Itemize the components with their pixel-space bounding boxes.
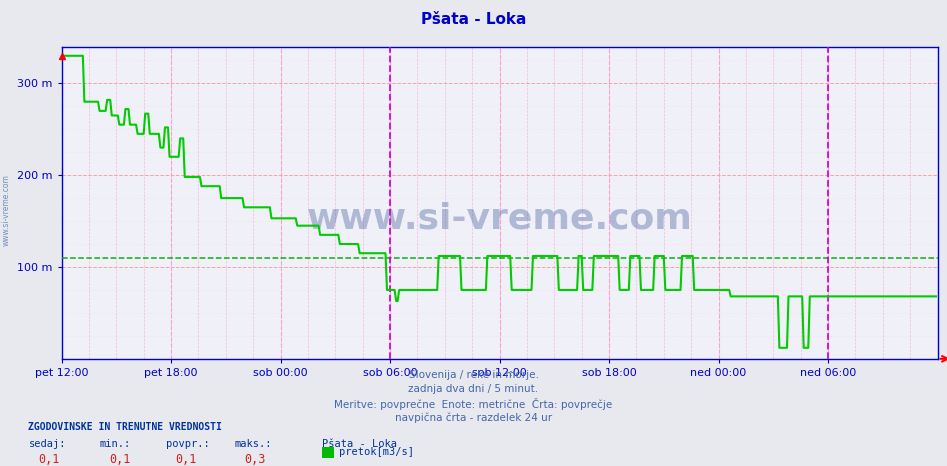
Text: 0,1: 0,1 xyxy=(175,453,197,466)
Text: navpična črta - razdelek 24 ur: navpična črta - razdelek 24 ur xyxy=(395,412,552,423)
Text: Pšata - Loka: Pšata - Loka xyxy=(322,439,397,449)
Text: Pšata - Loka: Pšata - Loka xyxy=(420,12,527,27)
Text: zadnja dva dni / 5 minut.: zadnja dva dni / 5 minut. xyxy=(408,384,539,394)
Text: maks.:: maks.: xyxy=(235,439,273,449)
Text: Meritve: povprečne  Enote: metrične  Črta: povprečje: Meritve: povprečne Enote: metrične Črta:… xyxy=(334,398,613,411)
Text: 0,3: 0,3 xyxy=(244,453,266,466)
Text: ZGODOVINSKE IN TRENUTNE VREDNOSTI: ZGODOVINSKE IN TRENUTNE VREDNOSTI xyxy=(28,422,223,432)
Text: 0,1: 0,1 xyxy=(38,453,60,466)
Text: 0,1: 0,1 xyxy=(109,453,131,466)
Text: www.si-vreme.com: www.si-vreme.com xyxy=(2,174,11,246)
Text: Slovenija / reke in morje.: Slovenija / reke in morje. xyxy=(408,370,539,380)
Text: pretok[m3/s]: pretok[m3/s] xyxy=(339,447,414,457)
Text: min.:: min.: xyxy=(99,439,131,449)
Text: sedaj:: sedaj: xyxy=(28,439,66,449)
Text: www.si-vreme.com: www.si-vreme.com xyxy=(307,201,692,235)
Text: povpr.:: povpr.: xyxy=(166,439,209,449)
